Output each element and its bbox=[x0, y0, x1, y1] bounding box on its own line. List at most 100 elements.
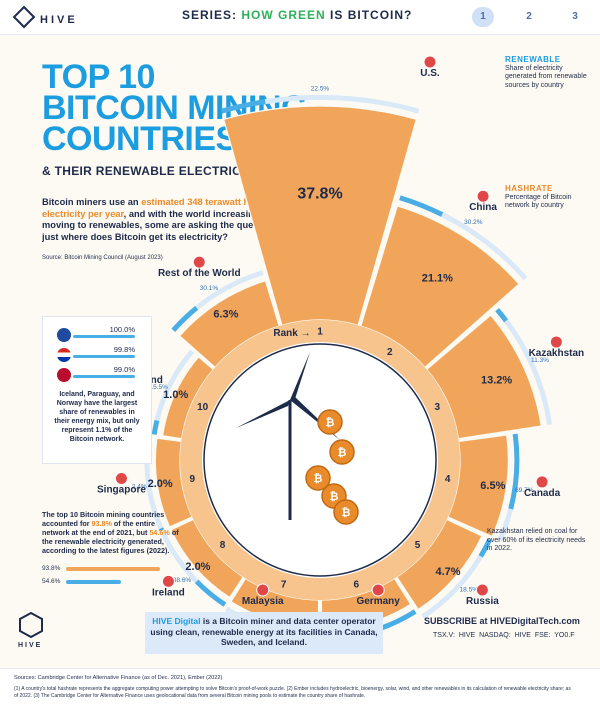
germany-flag bbox=[371, 583, 385, 597]
subscribe-line: SUBSCRIBE at HIVEDigitalTech.com bbox=[424, 616, 580, 626]
summary-part-2: of the entire network at the end of 2021… bbox=[42, 519, 156, 537]
hashrate-label-kazakhstan: 13.2% bbox=[481, 374, 512, 386]
country-label-rest-of-the-world: Rest of the World bbox=[158, 268, 241, 279]
country-label-u-s: U.S. bbox=[420, 68, 440, 79]
renewable-track-china bbox=[441, 212, 528, 281]
series-suffix: IS BITCOIN? bbox=[325, 8, 413, 22]
callout-bar bbox=[73, 375, 135, 378]
footer-notes: (1) A country's total hashrate represent… bbox=[14, 686, 571, 699]
summary-highlight-1: 93.8% bbox=[91, 519, 112, 528]
country-label-russia: Russia bbox=[466, 596, 499, 607]
legend-hashrate-desc: Percentage of Bitcoin network by country bbox=[505, 194, 572, 210]
renewable-label-canada: 69.7% bbox=[515, 487, 534, 494]
title-line-3: COUNTRIES bbox=[42, 120, 238, 158]
rank-label: 7 bbox=[281, 579, 287, 590]
page-tab-1[interactable]: 1 bbox=[472, 7, 494, 27]
renewable-label-ireland: 38.6% bbox=[173, 577, 192, 584]
bitcoin-symbol-icon: ₿ bbox=[342, 507, 351, 519]
country-label-china: China bbox=[469, 202, 497, 213]
hive-digital-box: HIVE Digital is a Bitcoin miner and data… bbox=[145, 612, 383, 654]
callout-pct: 99.0% bbox=[113, 365, 135, 374]
renewable-track-kazakhstan bbox=[504, 319, 553, 426]
rank-header: Rank → bbox=[273, 328, 310, 339]
renewable-label-rest-of-the-world: 30.1% bbox=[200, 285, 219, 292]
china-flag bbox=[476, 189, 490, 203]
bitcoin-symbol-icon: ₿ bbox=[330, 491, 339, 503]
renewable-bar-thailand bbox=[151, 419, 160, 435]
subscribe-prefix: SUBSCRIBE bbox=[424, 616, 478, 626]
series-prefix: SERIES: bbox=[182, 8, 242, 22]
kazakhstan-flag bbox=[549, 335, 563, 349]
singapore-flag bbox=[114, 472, 128, 486]
renewable-bar-russia bbox=[478, 538, 492, 558]
rank-label: 10 bbox=[197, 402, 209, 413]
top-bar: HIVE SERIES: HOW GREEN IS BITCOIN? 1 2 3 bbox=[0, 0, 600, 35]
hashrate-label-ireland: 2.0% bbox=[185, 561, 210, 573]
legend-hashrate-title: HASHRATE bbox=[505, 184, 553, 193]
renewable-bar-canada bbox=[508, 433, 520, 510]
dial-center bbox=[202, 342, 438, 578]
dial-center-border bbox=[203, 343, 437, 577]
rank-label: 6 bbox=[354, 579, 360, 590]
intro-highlight: estimated 348 terawatt hours of electric… bbox=[42, 197, 281, 219]
country-label-canada: Canada bbox=[524, 488, 561, 499]
callout-bar bbox=[73, 355, 135, 358]
globe-icon bbox=[192, 255, 206, 269]
malaysia-flag bbox=[256, 583, 270, 597]
page-subtitle: & THEIR RENEWABLE ELECTRICITY MIX bbox=[42, 164, 287, 178]
callout-bar bbox=[73, 335, 135, 338]
hashrate-label-thailand: 1.0% bbox=[163, 389, 188, 401]
summary-part-3: of the renewable electricity generated, … bbox=[42, 528, 179, 555]
legend-renewable-title: RENEWABLE bbox=[505, 55, 561, 64]
hive-hexagon-icon bbox=[18, 611, 44, 639]
country-label-kazakhstan: Kazakhstan bbox=[529, 348, 585, 359]
bitcoin-symbol-icon: ₿ bbox=[314, 473, 323, 485]
summary-bar-hashrate bbox=[66, 567, 160, 571]
norway-flag bbox=[57, 368, 71, 382]
callout-pct: 99.8% bbox=[113, 345, 135, 354]
hive-bottom-logo: HIVE bbox=[18, 642, 43, 649]
footer-sources: Sources: Cambridge Center for Alternativ… bbox=[14, 675, 223, 681]
bitcoin-coin-icon bbox=[317, 409, 343, 435]
subscribe-link[interactable]: at HIVEDigitalTech.com bbox=[477, 616, 580, 626]
renewable-bar-u-s bbox=[220, 99, 266, 114]
page-title: TOP 10 BITCOIN MINING COUNTRIES bbox=[42, 58, 332, 158]
country-label-malaysia: Malaysia bbox=[242, 596, 284, 607]
title-line-1: TOP 10 bbox=[42, 58, 155, 96]
intro-part-1: Bitcoin miners use an bbox=[42, 197, 142, 207]
footer: Sources: Cambridge Center for Alternativ… bbox=[0, 668, 600, 712]
bitcoin-symbol-icon: ₿ bbox=[326, 417, 335, 429]
intro-text: Bitcoin miners use an estimated 348 tera… bbox=[42, 197, 292, 243]
intro-source: Source: Bitcoin Mining Council (August 2… bbox=[42, 255, 163, 261]
renewable-bar-china bbox=[399, 195, 444, 217]
hive-digital-brand[interactable]: HIVE Digital bbox=[152, 616, 201, 626]
page-tab-3[interactable]: 3 bbox=[572, 11, 578, 22]
hashrate-label-singapore: 2.0% bbox=[148, 478, 173, 490]
rank-label: 2 bbox=[387, 347, 393, 358]
hashrate-label-china: 21.1% bbox=[422, 272, 453, 284]
bitcoin-coin-icon bbox=[305, 465, 331, 491]
page-tab-2[interactable]: 2 bbox=[526, 11, 532, 22]
summary-bar-label-renewable: 54.6% bbox=[42, 578, 61, 585]
renewable-track-u-s bbox=[264, 94, 420, 114]
callout-row-iceland: 100.0% bbox=[57, 325, 139, 342]
summary-bar-label-hashrate: 93.8% bbox=[42, 565, 61, 572]
hive-digital-text: is a Bitcoin miner and data center opera… bbox=[150, 616, 378, 647]
bitcoin-coin-icon bbox=[333, 499, 359, 525]
renewable-track-ireland bbox=[161, 532, 199, 584]
rank-label: 5 bbox=[415, 540, 421, 551]
renewable-bar-germany bbox=[376, 609, 417, 632]
renewable-label-u-s: 22.5% bbox=[311, 86, 330, 93]
renewable-label-kazakhstan: 11.3% bbox=[531, 357, 549, 364]
callout-row-paraguay: 99.8% bbox=[57, 345, 139, 362]
rank-label: 1 bbox=[317, 327, 323, 338]
logo-text: HIVE bbox=[40, 14, 78, 26]
rank-label: 8 bbox=[220, 540, 226, 551]
renewable-bar-kazakhstan bbox=[495, 307, 509, 323]
summary-bar-renewable bbox=[66, 580, 121, 584]
russia-flag bbox=[475, 583, 489, 597]
renewable-label-china: 30.2% bbox=[464, 219, 483, 226]
country-label-ireland: Ireland bbox=[152, 587, 185, 598]
us-flag bbox=[423, 55, 437, 69]
ireland-flag bbox=[161, 574, 175, 588]
